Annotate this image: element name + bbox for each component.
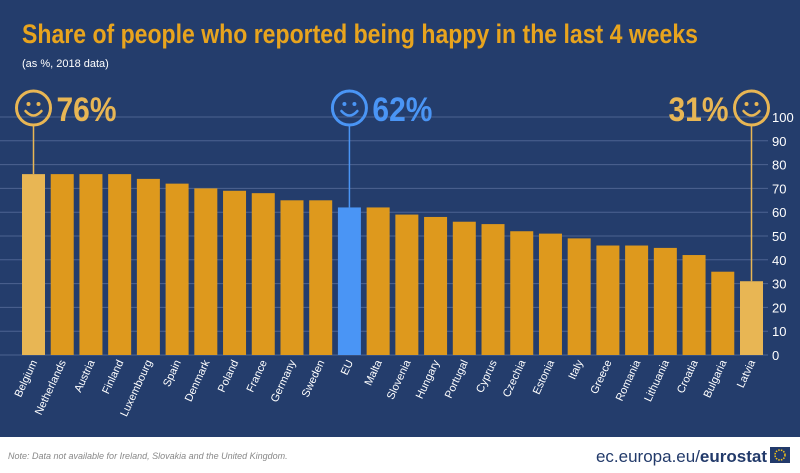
y-tick-label: 20 — [772, 300, 786, 315]
bar-slovenia — [395, 214, 419, 355]
bar-romania — [625, 245, 649, 355]
smiley-mouth — [742, 109, 761, 117]
y-tick-label: 70 — [772, 181, 786, 196]
y-tick-label: 80 — [772, 158, 786, 173]
smiley-icon — [733, 89, 770, 127]
brand-name: eurostat — [700, 447, 767, 466]
y-tick-label: 60 — [772, 205, 786, 220]
bar-malta — [366, 207, 390, 355]
smiley-eye — [342, 102, 347, 106]
bar-greece — [596, 245, 620, 355]
callout-belgium: 76% — [15, 89, 117, 175]
smiley-icon — [330, 89, 368, 127]
bar-france — [251, 193, 275, 355]
eu-flag-icon — [770, 447, 790, 463]
smiley-eye — [754, 102, 759, 106]
smiley-eye — [36, 102, 41, 106]
smiley-eye — [352, 102, 357, 106]
bar-estonia — [538, 233, 562, 355]
bar-latvia — [740, 281, 763, 355]
y-tick-label: 0 — [772, 348, 779, 363]
bar-germany — [280, 200, 304, 355]
footer-site: ec.europa.eu/eurostat — [596, 447, 767, 466]
chart-subtitle: (as %, 2018 data) — [22, 58, 109, 70]
smiley-eye — [744, 102, 749, 106]
y-tick-label: 40 — [772, 253, 786, 268]
bar-belgium — [22, 174, 45, 355]
callout-latvia: 31% — [669, 89, 770, 282]
bar-spain — [165, 183, 189, 355]
bar-lithuania — [653, 247, 677, 355]
smiley-icon — [15, 89, 52, 127]
bar-czechia — [510, 231, 534, 355]
callouts: 76% 62% 31% — [15, 89, 770, 282]
callout-value: 31% — [669, 91, 729, 129]
bar-portugal — [452, 221, 476, 355]
smiley-face — [733, 89, 770, 127]
footer-note: Note: Data not available for Ireland, Sl… — [8, 451, 288, 461]
x-tick-label: EU — [339, 358, 356, 377]
site-link[interactable]: ec.europa.eu/ — [596, 447, 700, 466]
bar-poland — [223, 190, 247, 355]
smiley-eye — [26, 102, 31, 106]
bar-croatia — [682, 255, 706, 355]
smiley-face — [15, 89, 52, 127]
bar-sweden — [309, 200, 333, 355]
bar-cyprus — [481, 224, 505, 355]
y-tick-label: 30 — [772, 277, 786, 292]
bars — [22, 174, 763, 355]
bar-bulgaria — [711, 271, 735, 355]
y-tick-label: 10 — [772, 324, 786, 339]
y-tick-label: 50 — [772, 229, 786, 244]
bar-eu — [337, 207, 361, 355]
bar-denmark — [194, 188, 218, 355]
callout-value: 62% — [372, 91, 432, 129]
smiley-mouth — [24, 109, 43, 117]
chart-title: Share of people who reported being happy… — [22, 19, 698, 49]
bar-austria — [79, 174, 103, 355]
bar-italy — [567, 238, 591, 355]
callout-value: 76% — [57, 91, 117, 129]
bar-finland — [108, 174, 132, 355]
y-tick-label: 90 — [772, 134, 786, 149]
y-axis-labels: 0 10 20 30 40 50 60 70 80 90 100 — [772, 110, 794, 363]
smiley-face — [330, 89, 368, 127]
smiley-mouth — [340, 109, 359, 117]
bar-luxembourg — [136, 178, 160, 355]
bar-hungary — [424, 216, 448, 355]
bar-netherlands — [50, 174, 74, 355]
callout-eu: 62% — [330, 89, 432, 208]
y-tick-label: 100 — [772, 110, 794, 125]
